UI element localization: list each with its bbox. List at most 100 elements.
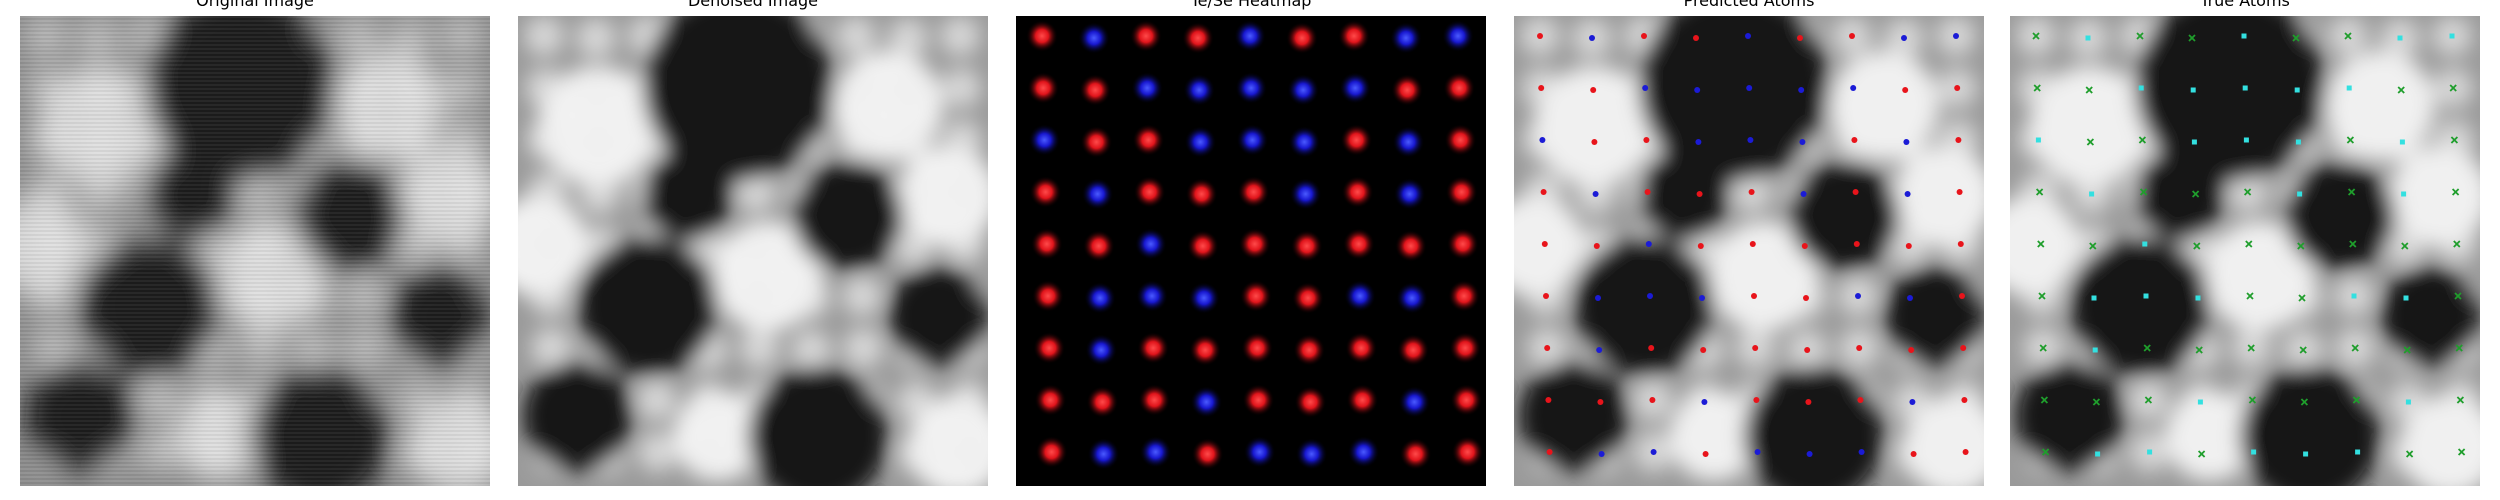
true-te-atom bbox=[2453, 240, 2461, 248]
heatmap-te-blob bbox=[1137, 332, 1170, 364]
predicted-te-atom bbox=[1590, 87, 1597, 93]
true-te-atom bbox=[2195, 346, 2203, 354]
heatmap-te-blob bbox=[1079, 74, 1112, 106]
heatmap-se-blob bbox=[1398, 386, 1431, 418]
true-te-atom bbox=[2138, 136, 2147, 144]
predicted-te-atom bbox=[1696, 191, 1703, 197]
heatmap-se-blob bbox=[1085, 334, 1118, 366]
true-te-atom bbox=[2449, 84, 2457, 92]
panel-title-heatmap: Te/Se Heatmap bbox=[1190, 0, 1312, 10]
predicted-te-atom bbox=[1954, 85, 1961, 91]
true-te-atom bbox=[2299, 346, 2307, 354]
heatmap-te-blob bbox=[1082, 230, 1115, 262]
heatmap-se-blob bbox=[1295, 438, 1328, 470]
predicted-te-atom bbox=[1538, 85, 1545, 91]
heatmap-se-blob bbox=[1396, 282, 1428, 314]
heatmap-te-blob bbox=[1346, 384, 1379, 416]
predicted-te-atom bbox=[1649, 397, 1656, 403]
predicted-se-atom bbox=[1694, 87, 1701, 93]
heatmap-te-blob bbox=[1443, 72, 1476, 104]
true-te-atom bbox=[2457, 448, 2466, 456]
true-te-atom bbox=[2454, 292, 2462, 300]
true-te-atom bbox=[2292, 34, 2300, 42]
true-te-atom bbox=[2351, 344, 2359, 352]
denoised-image bbox=[518, 16, 988, 486]
heatmap-te-blob bbox=[1338, 20, 1370, 52]
predicted-te-atom bbox=[1543, 293, 1549, 299]
true-se-atom bbox=[2251, 449, 2257, 455]
predicted-te-atom bbox=[1544, 345, 1551, 351]
panel-original-image bbox=[20, 16, 490, 486]
predicted-se-atom bbox=[1747, 137, 1754, 143]
heatmap-se-blob bbox=[1028, 124, 1061, 156]
predicted-te-atom bbox=[1540, 189, 1547, 195]
true-se-atom bbox=[2035, 137, 2041, 143]
heatmap-te-blob bbox=[1191, 438, 1224, 470]
predicted-te-atom bbox=[1804, 347, 1811, 353]
predicted-te-atom bbox=[1702, 451, 1709, 457]
predicted-te-atom bbox=[1700, 347, 1707, 353]
heatmap-se-blob bbox=[1134, 228, 1167, 260]
true-te-atom bbox=[2405, 450, 2414, 458]
heatmap-se-blob bbox=[1188, 282, 1220, 314]
predicted-te-atom bbox=[1693, 35, 1699, 41]
true-se-atom bbox=[2195, 295, 2201, 301]
predicted-se-atom bbox=[1850, 85, 1857, 91]
true-se-atom bbox=[2092, 347, 2098, 353]
panel-title-original: Original Image bbox=[196, 0, 314, 10]
true-te-atom bbox=[2085, 86, 2093, 94]
predicted-se-atom bbox=[1539, 137, 1546, 143]
predicted-te-atom bbox=[1962, 449, 1969, 455]
predicted-se-atom bbox=[1701, 399, 1708, 405]
predicted-te-atom bbox=[1648, 345, 1655, 351]
true-te-atom bbox=[2450, 136, 2459, 144]
heatmap-te-blob bbox=[1182, 22, 1214, 54]
heatmap-te-blob bbox=[1340, 124, 1373, 156]
true-se-atom bbox=[2303, 451, 2309, 457]
heatmap-se-blob bbox=[1339, 72, 1372, 104]
predicted-te-atom bbox=[1960, 345, 1967, 351]
predicted-te-atom bbox=[1753, 397, 1760, 403]
predicted-se-atom bbox=[1799, 139, 1806, 145]
heatmap-te-blob bbox=[1341, 176, 1374, 208]
predicted-se-atom bbox=[1598, 451, 1605, 457]
heatmap-te-blob bbox=[1391, 74, 1424, 106]
predicted-se-atom bbox=[1953, 33, 1959, 39]
heatmap-te-blob bbox=[1345, 332, 1378, 364]
true-te-atom bbox=[2040, 396, 2049, 404]
predicted-atoms-plot bbox=[1514, 16, 1984, 486]
predicted-te-atom bbox=[1644, 189, 1651, 195]
heatmap-te-blob bbox=[1394, 230, 1427, 262]
predicted-te-atom bbox=[1641, 33, 1647, 39]
predicted-te-atom bbox=[1749, 241, 1756, 247]
predicted-te-atom bbox=[1910, 451, 1917, 457]
true-se-atom bbox=[2147, 449, 2153, 455]
true-te-atom bbox=[2197, 450, 2206, 458]
heatmap-te-blob bbox=[1445, 176, 1478, 208]
true-atoms-plot bbox=[2010, 16, 2480, 486]
heatmap-te-blob bbox=[1086, 386, 1119, 418]
true-se-atom bbox=[2449, 33, 2455, 39]
true-se-atom bbox=[2190, 87, 2196, 93]
panel-heatmap bbox=[1016, 16, 1486, 486]
predicted-te-atom bbox=[1905, 243, 1912, 249]
predicted-te-atom bbox=[1959, 293, 1965, 299]
predicted-se-atom bbox=[1592, 191, 1599, 197]
te-se-heatmap bbox=[1016, 16, 1486, 486]
heatmap-te-blob bbox=[1026, 20, 1058, 52]
true-te-atom bbox=[2144, 396, 2153, 404]
true-se-atom bbox=[2294, 87, 2300, 93]
true-te-atom bbox=[2035, 188, 2044, 196]
true-te-atom bbox=[2298, 294, 2306, 302]
true-te-atom bbox=[2092, 398, 2101, 406]
predicted-te-atom bbox=[1857, 397, 1864, 403]
heatmap-te-blob bbox=[1185, 178, 1218, 210]
predicted-te-atom bbox=[1801, 243, 1808, 249]
heatmap-te-blob bbox=[1450, 384, 1483, 416]
heatmap-se-blob bbox=[1084, 282, 1116, 314]
heatmap-se-blob bbox=[1235, 72, 1268, 104]
true-te-atom bbox=[2089, 242, 2097, 250]
true-te-atom bbox=[2455, 344, 2463, 352]
true-se-atom bbox=[2095, 451, 2101, 457]
predicted-se-atom bbox=[1695, 139, 1702, 145]
